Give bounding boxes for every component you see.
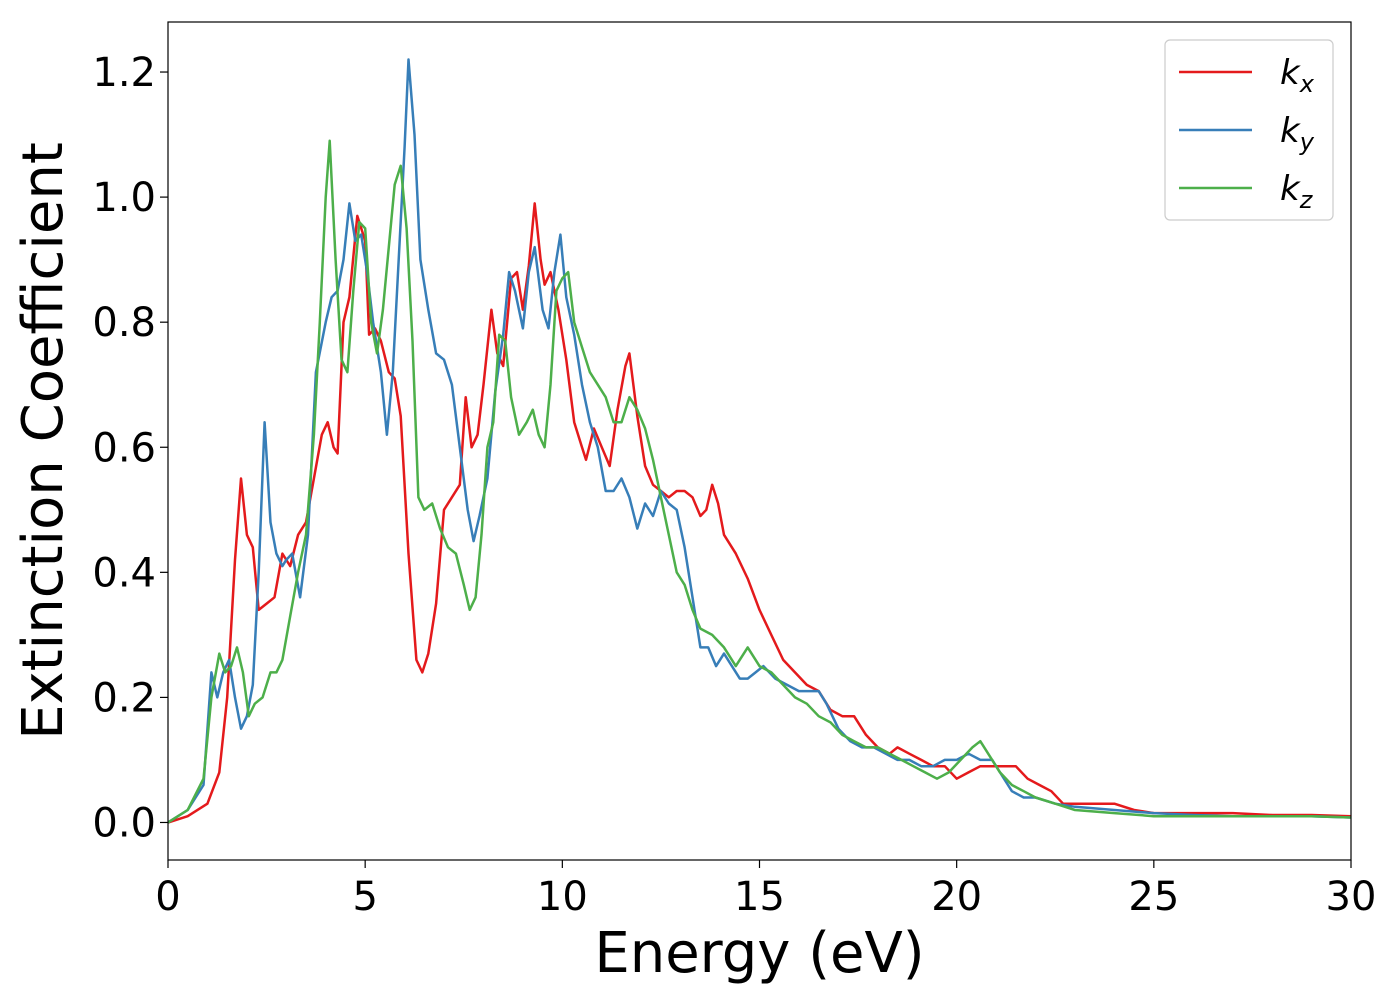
- legend-label-base: k: [1280, 111, 1301, 151]
- y-tick-label: 0.8: [92, 300, 156, 346]
- y-tick-label: 0.4: [92, 550, 156, 596]
- legend-label-subscript: z: [1299, 186, 1314, 214]
- legend-label-ky: ky: [1280, 111, 1315, 156]
- legend-label-subscript: y: [1299, 128, 1315, 156]
- legend-label-kx: kx: [1280, 53, 1315, 98]
- legend-label-base: k: [1280, 169, 1301, 209]
- plot-series: [168, 58, 1351, 824]
- y-axis-ticks: 0.0 0.2 0.4 0.6 0.8 1.0 1.2: [92, 50, 168, 846]
- y-tick-label: 0.0: [92, 800, 156, 846]
- legend-label-subscript: x: [1299, 70, 1315, 98]
- y-tick-label: 0.6: [92, 425, 156, 471]
- x-axis-label: Energy (eV): [594, 921, 924, 986]
- legend-label-base: k: [1280, 53, 1301, 93]
- series-line-kz: [168, 139, 1351, 824]
- legend-label-kz: kz: [1280, 169, 1314, 214]
- y-axis-label: Extinction Coefficient: [11, 142, 76, 740]
- y-tick-label: 1.2: [92, 50, 156, 96]
- x-tick-label: 15: [734, 874, 785, 920]
- series-line-kx: [168, 202, 1351, 824]
- x-tick-label: 20: [931, 874, 982, 920]
- x-tick-label: 30: [1326, 874, 1377, 920]
- x-tick-label: 25: [1128, 874, 1179, 920]
- x-tick-label: 5: [352, 874, 377, 920]
- x-axis-ticks: 0 5 10 15 20 25 30: [155, 860, 1376, 920]
- y-tick-label: 0.2: [92, 675, 156, 721]
- x-tick-label: 10: [537, 874, 588, 920]
- y-tick-label: 1.0: [92, 175, 156, 221]
- x-tick-label: 0: [155, 874, 180, 920]
